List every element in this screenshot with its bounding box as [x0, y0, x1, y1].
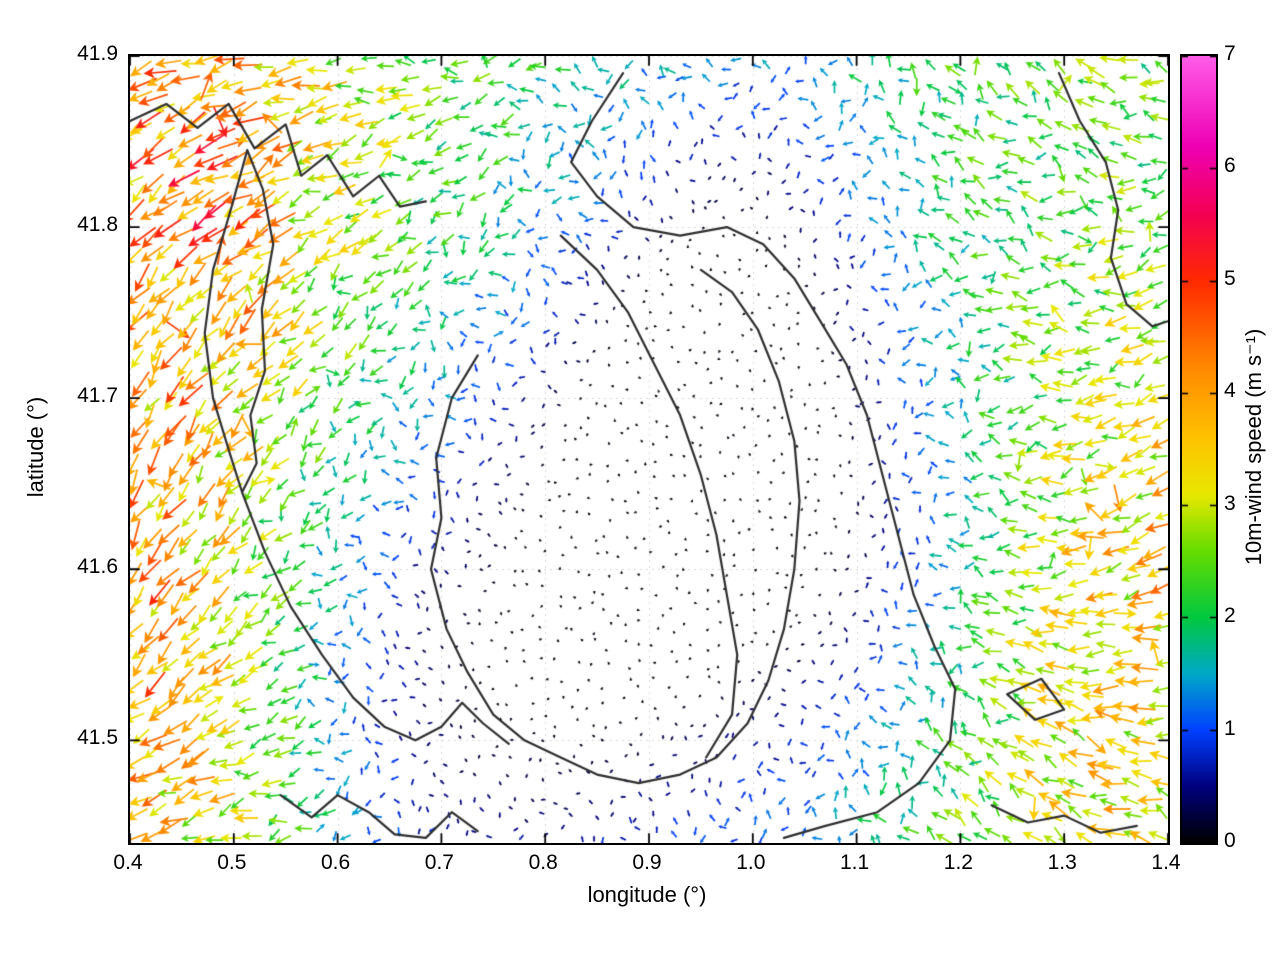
x-tick-label: 0.8 — [528, 851, 558, 874]
colorbar-tick-label: 6 — [1224, 154, 1236, 178]
y-tick-label: 41.5 — [77, 726, 118, 750]
x-tick-label: 0.6 — [320, 851, 351, 874]
x-tick-label: 1.4 — [1151, 851, 1181, 874]
colorbar-tick-label: 4 — [1224, 379, 1236, 403]
x-tick-label: 1.1 — [839, 851, 870, 874]
plot-area — [128, 54, 1170, 845]
colorbar-tick-label: 2 — [1224, 604, 1236, 628]
y-tick-label: 41.9 — [77, 42, 118, 65]
x-tick-label: 0.4 — [113, 851, 143, 874]
colorbar-title: 10m-wind speed (m s⁻¹) — [1241, 328, 1266, 566]
x-tick-label: 1.3 — [1047, 851, 1077, 874]
x-tick-label: 1.2 — [943, 851, 973, 874]
y-tick-label: 41.6 — [77, 555, 118, 579]
x-tick-label: 0.9 — [632, 851, 662, 874]
y-tick-label: 41.8 — [77, 213, 118, 237]
x-tick-label: 1.0 — [736, 851, 766, 874]
colorbar-tick-label: 0 — [1224, 829, 1236, 852]
x-axis-title: longitude (°) — [587, 882, 707, 907]
colorbar-tick-label: 1 — [1224, 716, 1236, 740]
colorbar-tick-label: 3 — [1224, 491, 1236, 515]
quiver-plot-canvas — [130, 56, 1168, 843]
colorbar-gradient-canvas — [1182, 56, 1216, 843]
colorbar — [1180, 54, 1218, 845]
x-tick-label: 0.7 — [424, 851, 454, 874]
x-tick-label: 0.5 — [217, 851, 247, 874]
colorbar-tick-label: 5 — [1224, 266, 1236, 290]
colorbar-tick-label: 7 — [1224, 42, 1236, 65]
y-axis-title: latitude (°) — [23, 396, 48, 498]
